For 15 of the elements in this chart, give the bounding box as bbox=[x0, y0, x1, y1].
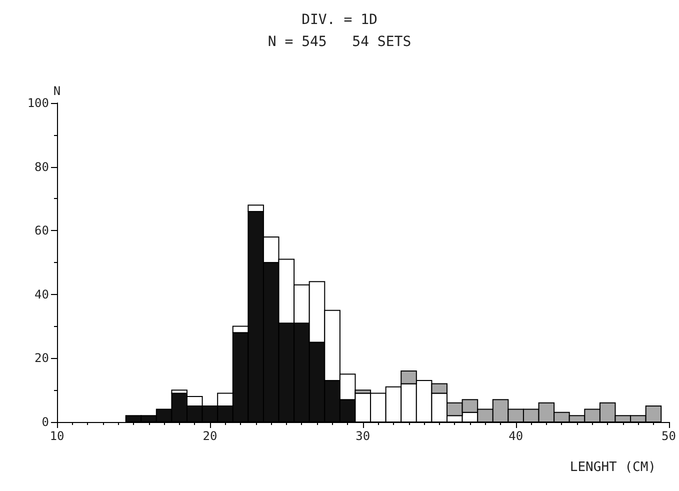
x-tick-label: 10 bbox=[50, 429, 64, 443]
y-tick-label: 20 bbox=[34, 351, 49, 366]
x-tick-label: 50 bbox=[662, 429, 676, 443]
x-tick-label: 40 bbox=[508, 429, 524, 443]
x-tick-label: 30 bbox=[356, 429, 370, 443]
x-tick-label: 20 bbox=[202, 429, 218, 443]
y-tick-label: 40 bbox=[34, 287, 49, 302]
y-tick-label: 100 bbox=[27, 96, 49, 110]
y-axis-title: N bbox=[53, 84, 61, 98]
y-tick-label: 0 bbox=[42, 415, 49, 429]
y-tick-label: 80 bbox=[34, 160, 49, 174]
y-tick-label: 60 bbox=[34, 224, 49, 238]
x-axis-title: LENGHT (CM) bbox=[570, 460, 656, 475]
chart-subtitle: N = 545 54 SETS bbox=[268, 34, 412, 50]
chart-title: DIV. = 1D bbox=[302, 12, 378, 28]
